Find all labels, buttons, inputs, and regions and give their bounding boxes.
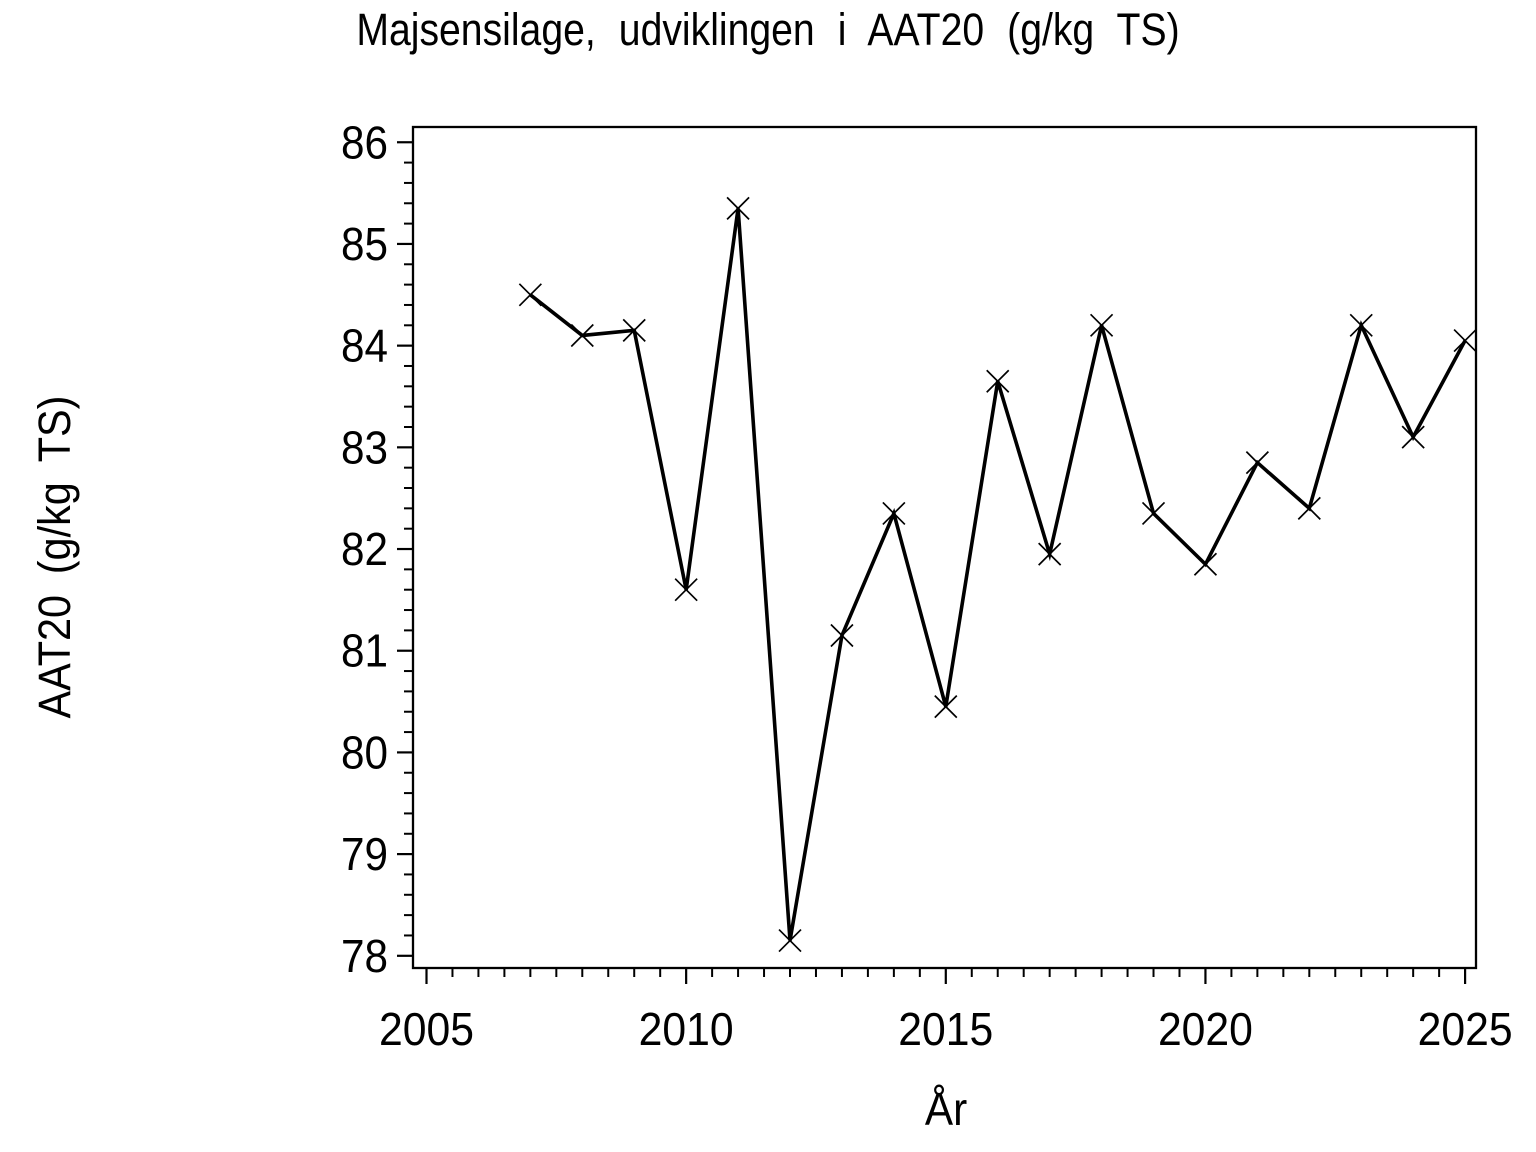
data-point-marker	[1349, 313, 1373, 337]
data-point-marker	[934, 695, 958, 719]
y-tick-label: 85	[341, 218, 388, 270]
x-axis-label: År	[924, 1083, 968, 1135]
data-point-marker	[726, 196, 750, 220]
y-tick-label: 80	[341, 726, 388, 778]
data-point-marker	[674, 578, 698, 602]
data-point-marker	[1453, 328, 1477, 353]
y-tick-label: 79	[341, 828, 388, 880]
data-point-marker	[518, 283, 542, 307]
data-point-marker	[1038, 542, 1062, 566]
data-point-marker	[1193, 552, 1218, 576]
data-point-marker	[570, 323, 594, 348]
series-line	[529, 208, 1467, 941]
data-point-marker	[1297, 496, 1321, 520]
y-tick-label: 82	[341, 523, 388, 575]
data-point-marker	[1401, 425, 1425, 449]
y-tick-label: 84	[341, 320, 388, 372]
chart-title: Majsensilage, udviklingen i AAT20 (g/kg …	[356, 4, 1180, 55]
data-point-marker	[1245, 450, 1269, 475]
data-point-marker	[1089, 313, 1114, 337]
data-point-marker	[622, 318, 646, 342]
data-point-marker	[882, 501, 906, 526]
x-tick-label: 2020	[1158, 1003, 1253, 1055]
x-tick-label: 2015	[898, 1003, 993, 1055]
plot-frame	[411, 125, 1478, 970]
data-point-marker	[986, 369, 1010, 393]
data-point-marker	[778, 928, 802, 953]
y-tick-label: 78	[341, 930, 388, 982]
x-tick-label: 2025	[1418, 1003, 1513, 1055]
data-point-marker	[1141, 501, 1166, 526]
x-tick-label: 2010	[639, 1003, 734, 1055]
y-tick-label: 81	[341, 625, 388, 677]
data-point-marker	[830, 623, 854, 648]
y-tick-label: 86	[341, 116, 388, 168]
y-tick-label: 83	[341, 421, 388, 473]
x-tick-label: 2005	[379, 1003, 474, 1055]
